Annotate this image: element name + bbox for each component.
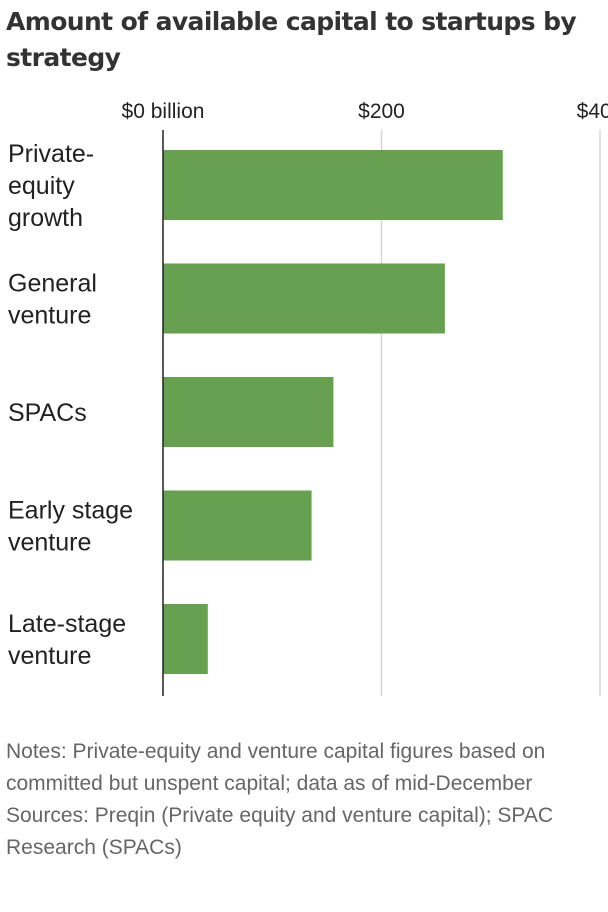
category-label-line: General — [8, 270, 97, 298]
category-label: Private-equity growth — [8, 140, 94, 232]
category-label: Late-stage venture — [8, 610, 126, 670]
category-label-line: venture — [8, 642, 91, 670]
chart-notes: Notes: Private-equity and venture capita… — [6, 740, 546, 795]
category-label-line: Early stage — [8, 497, 133, 525]
x-tick-labels: $0 billion $200 $400 — [122, 100, 608, 123]
category-label: SPACs — [8, 399, 87, 427]
x-tick-label: $0 billion — [122, 100, 205, 123]
x-tick-label: $200 — [358, 100, 405, 123]
bar-chart: $0 billion $200 $400 Private-equity growth G… — [8, 100, 608, 696]
chart-title: Amount of available capital to startups … — [6, 7, 577, 72]
category-labels: Private-equity growth General venture SPACs E… — [8, 140, 133, 670]
bar — [163, 377, 334, 447]
category-label-line: venture — [8, 302, 91, 330]
x-tick-label: $400 — [577, 100, 608, 123]
gridlines — [380, 130, 601, 696]
category-label-line: equity — [8, 172, 75, 200]
bar — [163, 604, 208, 674]
bars — [163, 150, 503, 674]
category-label-line: SPACs — [8, 399, 87, 427]
category-label: Early stage venture — [8, 497, 133, 557]
category-label-line: growth — [8, 204, 83, 232]
chart-sources: Sources: Preqin (Private equity and vent… — [6, 804, 554, 859]
category-label-line: Late-stage — [8, 610, 126, 638]
bar — [163, 263, 445, 334]
category-label: General venture — [8, 270, 97, 330]
category-label-line: Private- — [8, 140, 94, 168]
bar — [163, 490, 312, 561]
chart-footer: Notes: Private-equity and venture capita… — [6, 736, 602, 864]
category-label-line: venture — [8, 529, 91, 557]
bar — [163, 150, 503, 220]
